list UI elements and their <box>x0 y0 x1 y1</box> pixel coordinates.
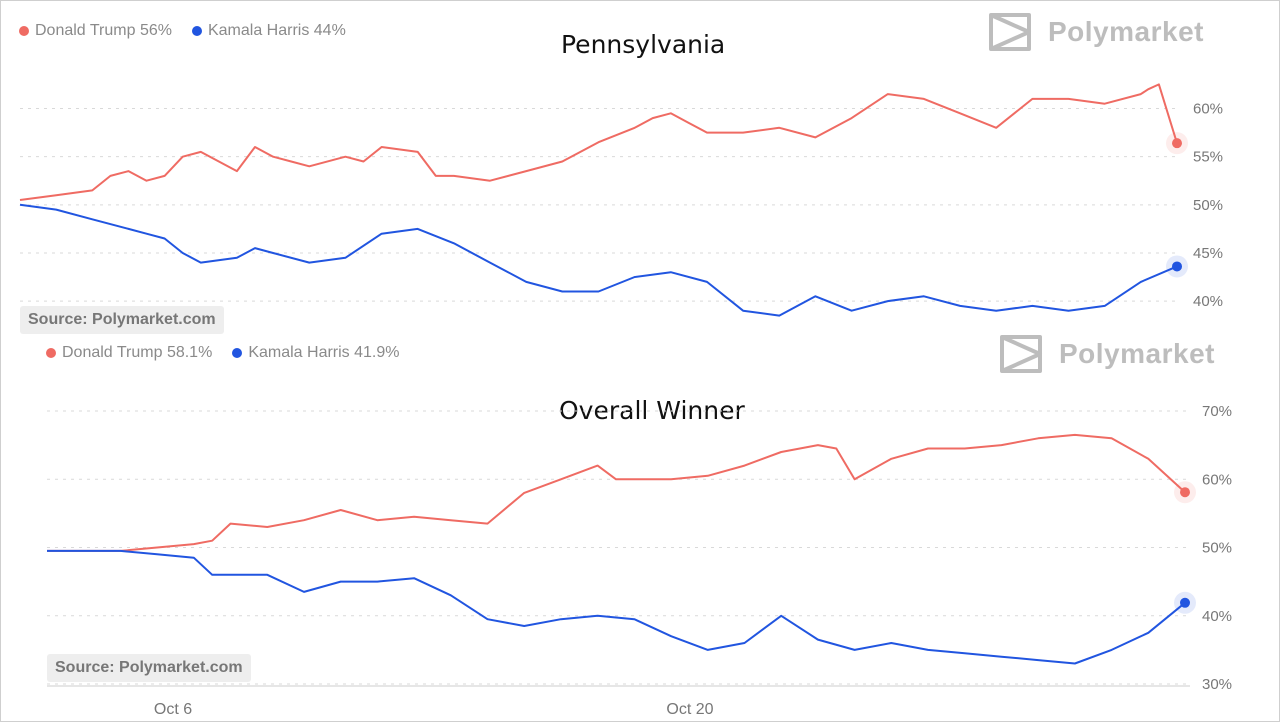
x-tick-label: Oct 6 <box>154 701 192 718</box>
ow-ytick-label: 50% <box>1202 540 1232 557</box>
pa-trump-line <box>19 83 1178 201</box>
x-tick-label: Oct 20 <box>666 701 713 718</box>
pa-ytick-label: 45% <box>1193 245 1223 262</box>
ow-ytick-label: 70% <box>1202 403 1232 420</box>
ow-legend-harris[interactable]: Kamala Harris 41.9% <box>232 344 399 362</box>
pa-harris-line <box>19 203 1178 317</box>
ow-ytick-label: 60% <box>1202 471 1232 488</box>
pa-ytick-label: 40% <box>1193 293 1223 310</box>
pa-legend-trump-label: Donald Trump 56% <box>35 22 172 39</box>
pa-trump-endpoint <box>1172 138 1182 149</box>
ow-legend-trump-label: Donald Trump 58.1% <box>62 344 213 361</box>
ow-legend-trump[interactable]: Donald Trump 58.1% <box>46 344 212 362</box>
pa-brand: Polymarket <box>988 12 1204 52</box>
ow-brand: Polymarket <box>999 334 1215 374</box>
pa-legend: Donald Trump 56% Kamala Harris 44% <box>19 22 366 40</box>
polymarket-logo-icon <box>1000 335 1042 373</box>
polymarket-logo-icon <box>989 13 1031 51</box>
pa-legend-harris-label: Kamala Harris 44% <box>207 22 346 39</box>
ow-ytick-label: 30% <box>1202 676 1232 693</box>
x-axis: Oct 6 Oct 20 <box>47 685 1190 718</box>
ow-source-badge: Source: Polymarket.com <box>47 654 251 682</box>
pa-brand-label: Polymarket <box>1048 16 1204 47</box>
pa-source-badge: Source: Polymarket.com <box>20 306 224 334</box>
ow-legend-trump-dot <box>46 348 56 358</box>
ow-legend: Donald Trump 58.1% Kamala Harris 41.9% <box>46 344 419 362</box>
pa-legend-trump[interactable]: Donald Trump 56% <box>19 22 172 40</box>
pa-legend-trump-dot <box>19 26 29 36</box>
ow-legend-harris-dot <box>232 348 243 358</box>
pa-legend-harris[interactable]: Kamala Harris 44% <box>191 22 346 40</box>
ow-brand-label: Polymarket <box>1059 338 1215 369</box>
pa-ytick-label: 50% <box>1193 197 1223 214</box>
pa-ytick-label: 55% <box>1193 149 1223 166</box>
pa-plot-area[interactable]: 60% 55% 50% 45% 40% <box>19 83 1223 317</box>
ow-harris-line <box>47 549 1186 665</box>
ow-plot-area[interactable]: 70% 60% 50% 40% 30% <box>47 403 1232 693</box>
ow-harris-endpoint <box>1180 597 1190 608</box>
pa-ytick-label: 60% <box>1193 101 1223 118</box>
ow-trump-endpoint <box>1180 487 1190 498</box>
pa-legend-harris-dot <box>191 26 202 36</box>
pa-chart-title: Pennsylvania <box>561 30 726 59</box>
ow-trump-line <box>47 433 1186 552</box>
ow-ytick-label: 40% <box>1202 608 1232 625</box>
pa-harris-endpoint <box>1172 261 1182 272</box>
ow-legend-harris-label: Kamala Harris 41.9% <box>248 344 400 361</box>
